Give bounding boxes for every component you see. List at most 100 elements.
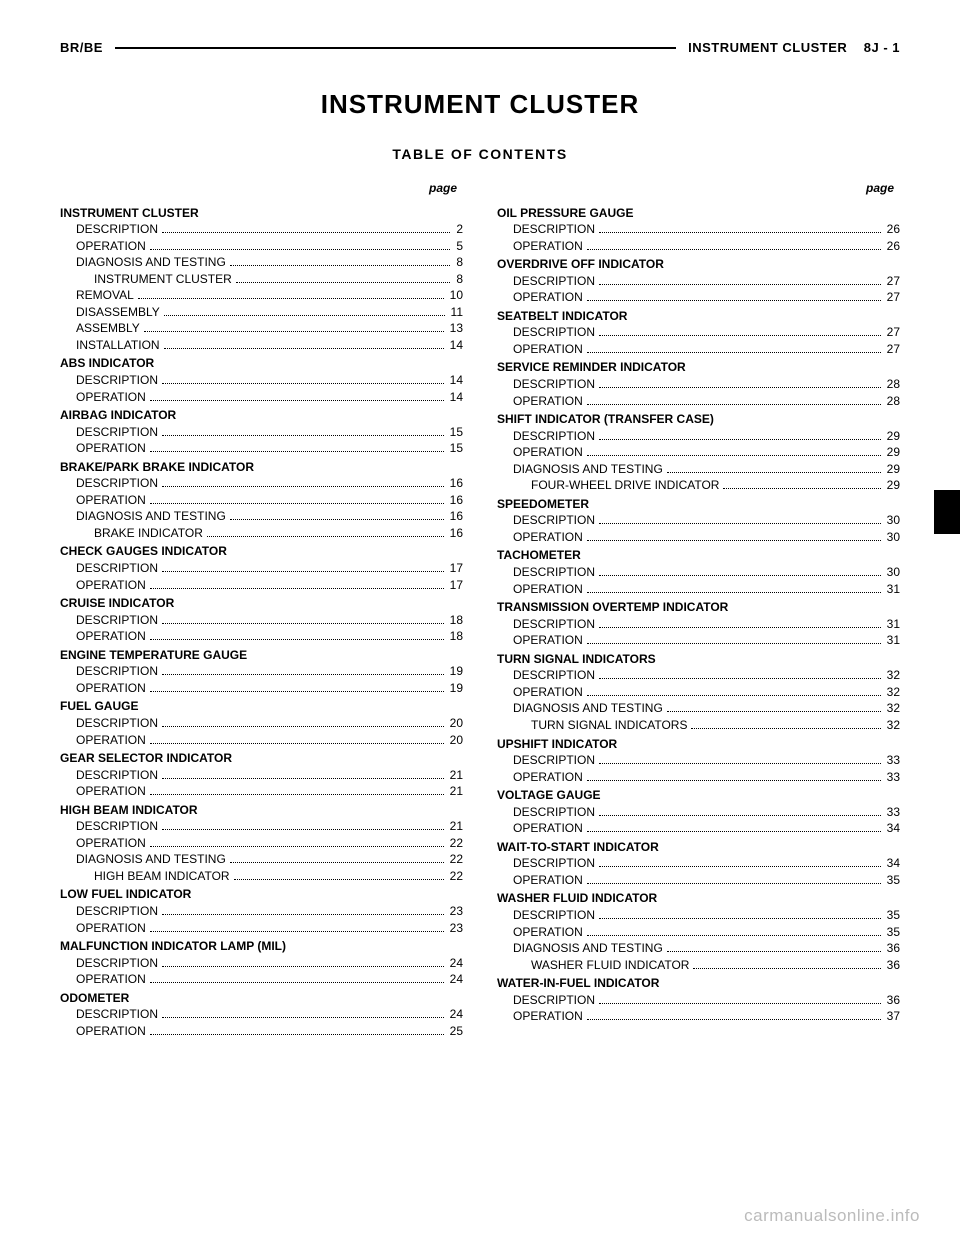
toc-entry-label: OPERATION: [76, 1023, 146, 1040]
toc-entry: OPERATION31: [497, 581, 900, 598]
toc-entry-label: FOUR-WHEEL DRIVE INDICATOR: [531, 477, 719, 494]
toc-leader-dots: [587, 1019, 881, 1020]
toc-entry-page: 19: [448, 680, 463, 697]
toc-entry-label: DESCRIPTION: [513, 752, 595, 769]
toc-entry-label: OPERATION: [76, 835, 146, 852]
toc-entry: OPERATION 19: [60, 680, 463, 697]
toc-entry: OPERATION35: [497, 872, 900, 889]
toc-entry: DESCRIPTION33: [497, 804, 900, 821]
toc-leader-dots: [162, 571, 444, 572]
toc-entry-label: OPERATION: [513, 872, 583, 889]
toc-entry-label: OPERATION: [513, 444, 583, 461]
toc-leader-dots: [162, 966, 444, 967]
toc-leader-dots: [587, 455, 881, 456]
side-tab: [934, 490, 960, 534]
toc-section-heading: WATER-IN-FUEL INDICATOR: [497, 975, 900, 992]
toc-entry-label: DESCRIPTION: [76, 612, 158, 629]
toc-entry-page: 15: [448, 440, 463, 457]
toc-section-heading: ODOMETER: [60, 990, 463, 1007]
toc-entry: OPERATION21: [60, 783, 463, 800]
toc-leader-dots: [587, 695, 881, 696]
toc-section-heading: MALFUNCTION INDICATOR LAMP (MIL): [60, 938, 463, 955]
toc-leader-dots: [150, 588, 444, 589]
toc-section-heading: SEATBELT INDICATOR: [497, 308, 900, 325]
header-section-page: 8J - 1: [864, 40, 900, 55]
toc-entry-label: DESCRIPTION: [76, 903, 158, 920]
toc-entry-label: OPERATION: [76, 577, 146, 594]
toc-entry-label: OPERATION: [76, 628, 146, 645]
toc-entry: DESCRIPTION16: [60, 475, 463, 492]
toc-entry-page: 31: [885, 632, 900, 649]
toc-entry: DESCRIPTION24: [60, 955, 463, 972]
toc-entry-label: OPERATION: [513, 769, 583, 786]
toc-leader-dots: [234, 879, 444, 880]
toc-entry-page: 13: [448, 320, 463, 337]
toc-leader-dots: [164, 348, 444, 349]
toc-leader-dots: [162, 829, 444, 830]
toc-entry-label: DESCRIPTION: [513, 376, 595, 393]
toc-entry-label: DIAGNOSIS AND TESTING: [76, 254, 226, 271]
toc-entry-page: 18: [448, 628, 463, 645]
toc-entry-page: 30: [885, 564, 900, 581]
toc-entry-label: DESCRIPTION: [513, 273, 595, 290]
toc-leader-dots: [150, 982, 444, 983]
toc-leader-dots: [162, 1017, 444, 1018]
header-section-title: INSTRUMENT CLUSTER: [688, 40, 847, 55]
toc-entry-page: 24: [448, 971, 463, 988]
toc-entry-label: HIGH BEAM INDICATOR: [94, 868, 230, 885]
toc-entry: DESCRIPTION23: [60, 903, 463, 920]
toc-entry: DESCRIPTION29: [497, 428, 900, 445]
toc-entry-page: 15: [448, 424, 463, 441]
toc-entry-label: DIAGNOSIS AND TESTING: [76, 851, 226, 868]
toc-entry-label: OPERATION: [76, 680, 146, 697]
toc-entry: OPERATION33: [497, 769, 900, 786]
toc-leader-dots: [599, 678, 881, 679]
toc-entry-label: OPERATION: [76, 971, 146, 988]
toc-entry: DESCRIPTION30: [497, 512, 900, 529]
toc-entry-page: 34: [885, 855, 900, 872]
toc-entry-page: 19: [448, 663, 463, 680]
toc-entry-label: BRAKE INDICATOR: [94, 525, 203, 542]
toc-entry: DESCRIPTION 34: [497, 855, 900, 872]
toc-entry: DESCRIPTION18: [60, 612, 463, 629]
page-label-row: page: [497, 180, 900, 197]
toc-entry-page: 29: [885, 428, 900, 445]
toc-section-heading: FUEL GAUGE: [60, 698, 463, 715]
toc-entry-label: DESCRIPTION: [513, 855, 595, 872]
toc-entry-label: DESCRIPTION: [76, 955, 158, 972]
toc-entry: INSTRUMENT CLUSTER8: [60, 271, 463, 288]
toc-entry: BRAKE INDICATOR16: [60, 525, 463, 542]
toc-entry: DIAGNOSIS AND TESTING36: [497, 940, 900, 957]
toc-leader-dots: [150, 846, 444, 847]
page-label: page: [429, 180, 457, 197]
toc-entry: OPERATION 24: [60, 971, 463, 988]
toc-entry-label: ASSEMBLY: [76, 320, 140, 337]
toc-leader-dots: [150, 503, 444, 504]
toc-entry: OPERATION32: [497, 684, 900, 701]
toc-entry-page: 36: [885, 957, 900, 974]
toc-section-heading: GEAR SELECTOR INDICATOR: [60, 750, 463, 767]
toc-section-heading: TURN SIGNAL INDICATORS: [497, 651, 900, 668]
toc-leader-dots: [587, 592, 881, 593]
toc-entry-page: 16: [448, 492, 463, 509]
toc-entry-page: 35: [885, 924, 900, 941]
toc-entry-page: 21: [448, 767, 463, 784]
toc-entry-label: DESCRIPTION: [76, 221, 158, 238]
toc-entry: ASSEMBLY 13: [60, 320, 463, 337]
toc-entry: DESCRIPTION20: [60, 715, 463, 732]
toc-subtitle: TABLE OF CONTENTS: [60, 146, 900, 162]
toc-entry: OPERATION20: [60, 732, 463, 749]
toc-entry: REMOVAL10: [60, 287, 463, 304]
toc-entry: DIAGNOSIS AND TESTING29: [497, 461, 900, 478]
toc-leader-dots: [599, 523, 881, 524]
toc-leader-dots: [162, 778, 444, 779]
toc-section-heading: ENGINE TEMPERATURE GAUGE: [60, 647, 463, 664]
toc-entry-label: OPERATION: [76, 783, 146, 800]
toc-leader-dots: [138, 298, 444, 299]
toc-entry-page: 26: [885, 238, 900, 255]
toc-entry-label: DESCRIPTION: [513, 324, 595, 341]
toc-entry-label: DIAGNOSIS AND TESTING: [513, 461, 663, 478]
toc-leader-dots: [162, 726, 444, 727]
toc-leader-dots: [150, 931, 444, 932]
toc-entry-label: OPERATION: [76, 920, 146, 937]
